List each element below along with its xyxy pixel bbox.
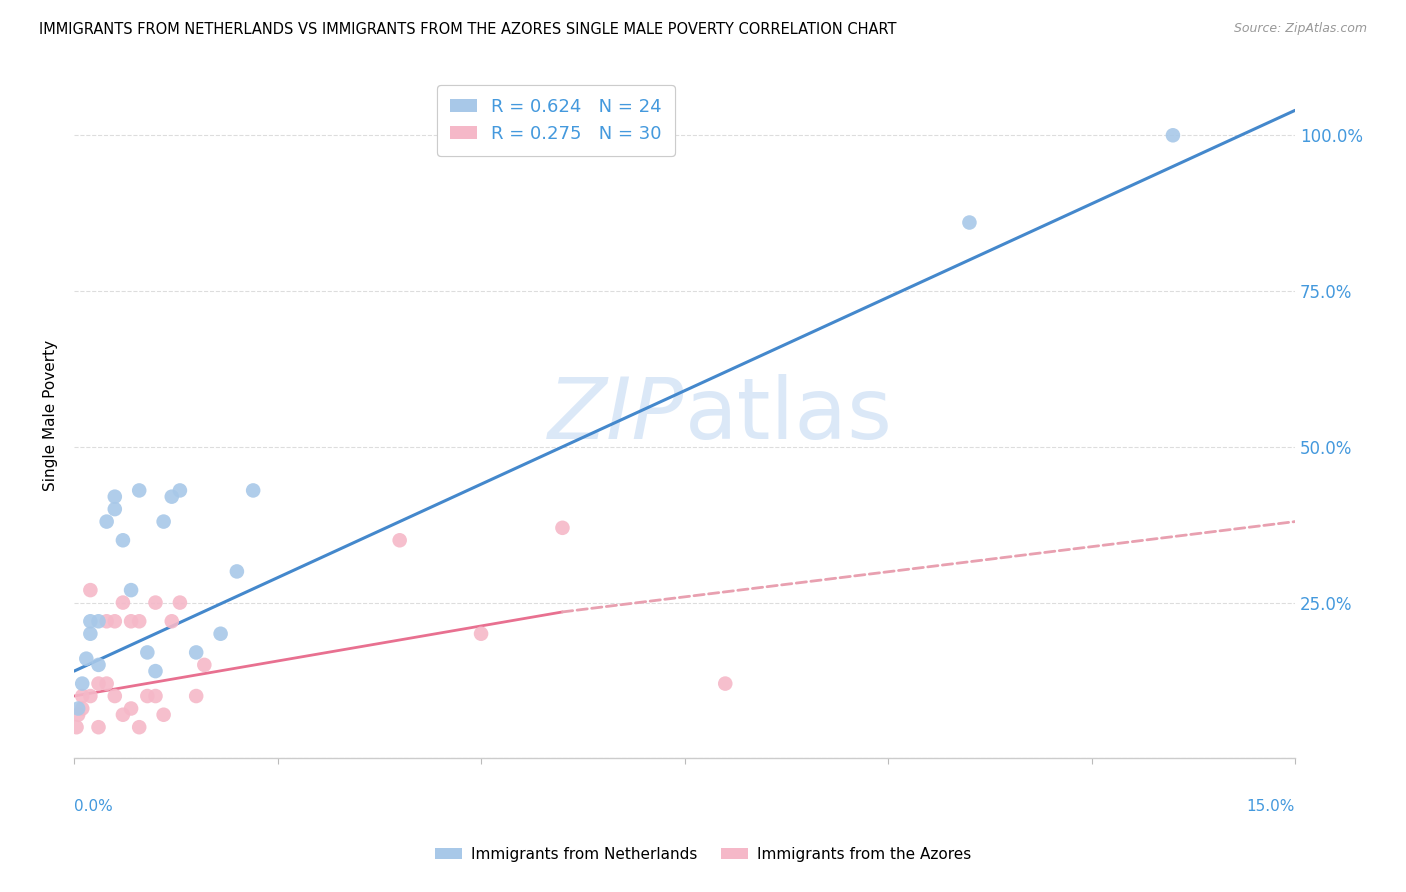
Point: [79, 626, 101, 640]
Point: [111, 707, 134, 722]
Point: [79, 614, 101, 628]
Point: [75, 651, 97, 665]
Point: [87, 720, 110, 734]
Point: [470, 626, 492, 640]
Point: [136, 645, 159, 659]
Point: [209, 626, 232, 640]
Point: [96, 676, 118, 690]
Point: [128, 614, 150, 628]
Text: IMMIGRANTS FROM NETHERLANDS VS IMMIGRANTS FROM THE AZORES SINGLE MALE POVERTY CO: IMMIGRANTS FROM NETHERLANDS VS IMMIGRANT…: [39, 22, 897, 37]
Point: [145, 596, 167, 610]
Point: [79, 583, 101, 598]
Point: [160, 614, 183, 628]
Point: [186, 645, 208, 659]
Point: [65, 720, 87, 734]
Point: [128, 720, 150, 734]
Point: [145, 689, 167, 703]
Point: [67, 707, 90, 722]
Text: 15.0%: 15.0%: [1247, 799, 1295, 814]
Point: [193, 657, 215, 672]
Point: [104, 614, 127, 628]
Point: [242, 483, 264, 498]
Point: [160, 490, 183, 504]
Point: [959, 215, 981, 229]
Point: [152, 515, 174, 529]
Text: 0.0%: 0.0%: [75, 799, 112, 814]
Point: [79, 689, 101, 703]
Point: [136, 689, 159, 703]
Point: [70, 689, 93, 703]
Legend: R = 0.624   N = 24, R = 0.275   N = 30: R = 0.624 N = 24, R = 0.275 N = 30: [437, 86, 675, 156]
Y-axis label: Single Male Poverty: Single Male Poverty: [44, 340, 58, 491]
Point: [225, 565, 247, 579]
Point: [1161, 128, 1184, 143]
Point: [120, 701, 142, 715]
Point: [87, 614, 110, 628]
Point: [111, 533, 134, 548]
Point: [128, 483, 150, 498]
Point: [70, 676, 93, 690]
Point: [104, 490, 127, 504]
Point: [87, 657, 110, 672]
Point: [70, 701, 93, 715]
Text: ZIP: ZIP: [548, 374, 685, 458]
Point: [169, 596, 191, 610]
Point: [120, 583, 142, 598]
Point: [67, 701, 90, 715]
Point: [186, 689, 208, 703]
Point: [120, 614, 142, 628]
Point: [104, 502, 127, 516]
Point: [714, 676, 737, 690]
Point: [388, 533, 411, 548]
Text: Source: ZipAtlas.com: Source: ZipAtlas.com: [1233, 22, 1367, 36]
Point: [111, 596, 134, 610]
Point: [169, 483, 191, 498]
Point: [152, 707, 174, 722]
Point: [145, 664, 167, 678]
Point: [96, 515, 118, 529]
Text: atlas: atlas: [685, 374, 893, 458]
Point: [104, 689, 127, 703]
Legend: Immigrants from Netherlands, Immigrants from the Azores: Immigrants from Netherlands, Immigrants …: [429, 841, 977, 868]
Point: [96, 614, 118, 628]
Point: [87, 676, 110, 690]
Point: [551, 521, 574, 535]
